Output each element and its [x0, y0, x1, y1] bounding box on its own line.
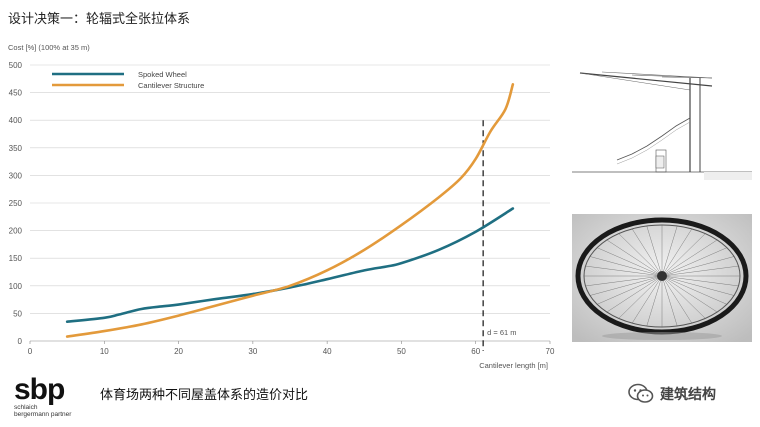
wheel-spoke: [661, 256, 735, 277]
bicycle-wheel-photo: [572, 214, 752, 342]
x-tick-label: 50: [397, 347, 406, 356]
wheel-spoke: [646, 225, 663, 277]
logo-line-2: bergermann partner: [14, 411, 72, 418]
stadium-section-image: [572, 68, 752, 208]
slide-title: 设计决策一：轮辐式全张拉体系: [8, 12, 191, 27]
wheel-spoke: [661, 275, 706, 319]
x-tick-label: 10: [100, 347, 109, 356]
wheel-spoke: [585, 265, 663, 277]
wheel-spoke: [661, 275, 727, 305]
x-tick-label: 60: [471, 347, 480, 356]
y-axis-label: Cost [%] (100% at 35 m): [8, 43, 90, 52]
logo-mark: sbp: [14, 373, 65, 406]
wheel-spoke: [661, 225, 678, 277]
wechat-icon: [628, 383, 654, 403]
wheel-spoke: [661, 265, 739, 277]
wheel-spoke: [585, 275, 663, 287]
y-tick-label: 100: [9, 282, 23, 291]
chart-svg: 0 50 100 150 200 250 300 350 400 450 500 0 10 20 30 40 5…: [8, 43, 555, 370]
y-tick-label: 0: [18, 337, 23, 346]
y-tick-label: 500: [9, 61, 23, 70]
watermark-text: 建筑结构: [660, 387, 716, 403]
wheel-spoke: [589, 256, 663, 277]
series-line-spoked-wheel: [65, 207, 515, 323]
wheel-spoke: [661, 275, 735, 296]
legend-label-cantilever-structure: Cantilever Structure: [138, 81, 204, 90]
wheel-spoke: [618, 233, 663, 277]
y-tick-label: 250: [9, 199, 23, 208]
x-tick-label: 70: [546, 347, 555, 356]
wheel-spoke: [661, 247, 727, 277]
x-tick-label: 0: [28, 347, 33, 356]
wheel-spoke: [661, 275, 693, 324]
wheel-spoke: [631, 275, 663, 324]
wheel-spoke: [661, 275, 739, 287]
y-tick-label: 350: [9, 144, 23, 153]
x-tick-label: 20: [174, 347, 183, 356]
y-tick-label: 50: [13, 309, 22, 318]
wheel-spoke: [618, 275, 663, 319]
logo-line-1: schlaich: [14, 404, 38, 411]
wheel-spoke: [646, 275, 663, 327]
legend-label-spoked-wheel: Spoked Wheel: [138, 70, 187, 79]
watermark: 建筑结构: [628, 383, 716, 405]
series-line-cantilever-structure: [65, 83, 515, 338]
y-tick-label: 300: [9, 171, 23, 180]
wheel-spoke: [597, 247, 663, 277]
wheel-spoke: [606, 239, 663, 277]
wheel-spoke: [631, 228, 663, 277]
wheel-spoke: [661, 275, 678, 327]
wheel-spoke: [606, 275, 663, 313]
wheel-spoke: [661, 233, 706, 277]
wheel-spoke: [661, 228, 693, 277]
x-tick-label: 40: [323, 347, 332, 356]
annotation-label: d = 61 m: [487, 328, 516, 337]
sbp-logo: sbp schlaich bergermann partner: [14, 373, 72, 419]
cost-comparison-chart: 0 50 100 150 200 250 300 350 400 450 500 0 10 20 30 40 5…: [8, 43, 555, 370]
y-tick-label: 200: [9, 227, 23, 236]
y-tick-label: 450: [9, 89, 23, 98]
wheel-spoke: [661, 275, 718, 313]
wheel-spoke: [597, 275, 663, 305]
slide-caption: 体育场两种不同屋盖体系的造价对比: [100, 388, 309, 403]
y-tick-label: 400: [9, 116, 23, 125]
wheel-spoke: [661, 239, 718, 277]
wheel-spoke: [589, 275, 663, 296]
x-axis-label: Cantilever length [m]: [479, 361, 548, 370]
x-tick-label: 30: [248, 347, 257, 356]
y-tick-label: 150: [9, 254, 23, 263]
